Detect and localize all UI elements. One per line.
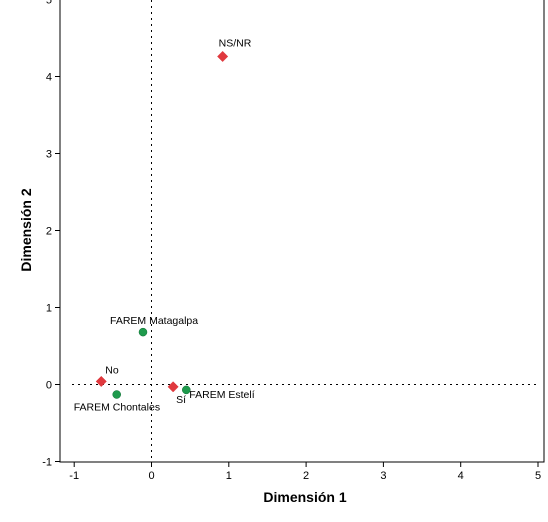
x-tick-label: 5: [535, 470, 541, 482]
point-farem-chontales: [112, 390, 121, 399]
point-label-farem-matagalpa: FAREM Matagalpa: [110, 315, 198, 327]
point-label-ns-nr: NS/NR: [219, 37, 252, 49]
y-axis-title: Dimensión 2: [18, 188, 34, 271]
point-label-s: Sí: [176, 394, 186, 406]
y-tick-label: 1: [46, 303, 52, 315]
plot-area: -1 0 1 2 3 4 5 -1 0 1 2 3 4 5 NS/NR No Sí FAREM Matagalpa…: [42, 0, 545, 482]
point-label-farem-estel: FAREM Estelí: [189, 389, 254, 401]
x-tick-label: 1: [226, 470, 232, 482]
point-s: [167, 381, 179, 393]
x-tick-label: 4: [458, 470, 464, 482]
x-tick-label: 3: [380, 470, 386, 482]
y-tick-label: 4: [46, 72, 52, 84]
x-axis-title: Dimensión 1: [263, 489, 346, 505]
y-tick-label: 2: [46, 226, 52, 238]
point-label-farem-chontales: FAREM Chontales: [74, 402, 160, 414]
point-ns-nr: [217, 50, 229, 63]
y-tick-label: 0: [46, 380, 52, 392]
y-tick-label: -1: [42, 457, 52, 469]
x-tick-label: -1: [69, 470, 79, 482]
y-tick-label: 3: [46, 149, 52, 161]
y-tick-label: 5: [46, 0, 52, 7]
point-farem-estel: [182, 385, 191, 395]
point-label-no: No: [105, 364, 119, 376]
point-farem-matagalpa: [138, 327, 148, 337]
x-tick-label: 0: [148, 470, 154, 482]
point-no: [95, 375, 107, 387]
x-tick-label: 2: [303, 470, 309, 482]
